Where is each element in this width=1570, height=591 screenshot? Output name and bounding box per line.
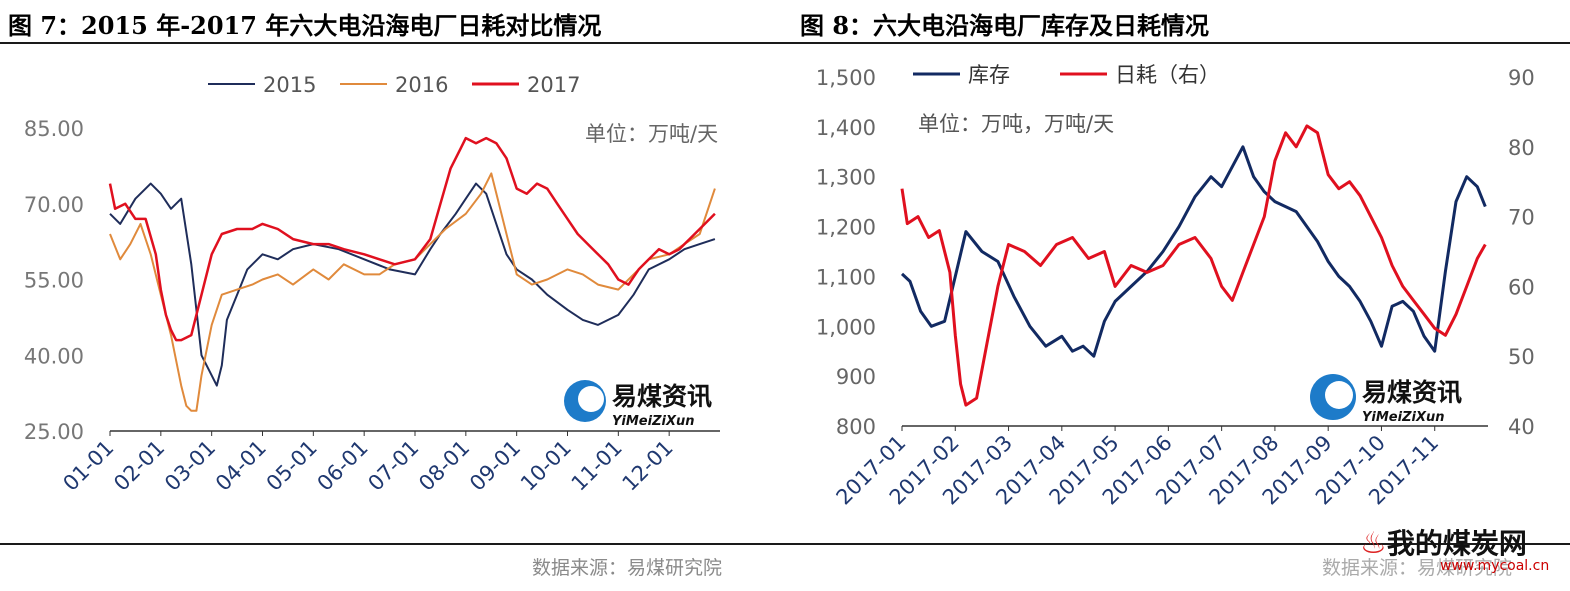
left-y-tick-label: 40.00 xyxy=(24,344,84,368)
right-x-axis: 2017-012017-022017-032017-042017-052017-… xyxy=(832,425,1488,510)
top-rule xyxy=(0,42,1570,44)
flame-icon: ♨ xyxy=(1360,526,1387,561)
right-unit-label: 单位：万吨，万吨/天 xyxy=(918,112,1114,136)
right-y-right-tick-label: 80 xyxy=(1508,136,1535,160)
right-legend: 库存 日耗（右） xyxy=(913,63,1220,87)
right-y-left-tick-label: 1,400 xyxy=(816,116,876,140)
right-chart: 800 900 1,000 1,100 1,200 1,300 1,400 1,500 40 5… xyxy=(816,63,1535,510)
right-logo: 易煤资讯 YiMeiZiXun xyxy=(1310,374,1462,425)
legend-label-inventory: 库存 xyxy=(968,63,1010,87)
left-x-tick-label: 03-01 xyxy=(160,436,220,496)
right-y-left-tick-label: 800 xyxy=(836,415,876,439)
left-x-tick-label: 08-01 xyxy=(414,436,474,496)
left-y-tick-label: 25.00 xyxy=(24,420,84,444)
left-chart: 25.00 40.00 55.00 70.00 85.00 01-0102-0103-0… xyxy=(24,73,720,496)
right-y-left-tick-label: 1,000 xyxy=(816,315,876,339)
left-y-tick-label: 85.00 xyxy=(24,117,84,141)
left-unit-label: 单位：万吨/天 xyxy=(585,122,718,146)
left-lines xyxy=(108,136,716,412)
right-y-right-tick-label: 60 xyxy=(1508,275,1535,299)
right-left-y-axis: 800 900 1,000 1,100 1,200 1,300 1,400 1,500 xyxy=(816,66,876,439)
left-series-line-2016 xyxy=(109,172,716,412)
left-y-tick-label: 70.00 xyxy=(24,193,84,217)
watermark-url: www.mycoal.cn xyxy=(1440,558,1550,574)
left-x-tick-label: 07-01 xyxy=(363,436,423,496)
right-logo-text: 易煤资讯 xyxy=(1362,378,1462,407)
legend-label-2017: 2017 xyxy=(527,73,580,97)
left-x-tick-label: 09-01 xyxy=(465,436,525,496)
right-logo-subtext: YiMeiZiXun xyxy=(1362,410,1445,425)
right-y-right-tick-label: 70 xyxy=(1508,206,1535,230)
legend-label-consumption: 日耗（右） xyxy=(1115,63,1220,87)
right-y-left-tick-label: 1,500 xyxy=(816,66,876,90)
left-y-tick-label: 55.00 xyxy=(24,269,84,293)
legend-label-2015: 2015 xyxy=(263,73,316,97)
left-x-tick-label: 10-01 xyxy=(516,436,576,496)
left-x-tick-label: 06-01 xyxy=(313,436,373,496)
left-x-tick-label: 12-01 xyxy=(618,436,678,496)
left-legend: 2015 2016 2017 xyxy=(208,73,580,97)
left-source: 数据来源：易煤研究院 xyxy=(532,557,723,579)
right-y-left-tick-label: 1,200 xyxy=(816,216,876,240)
right-series-line-consumption xyxy=(900,124,1487,407)
left-y-axis: 25.00 40.00 55.00 70.00 85.00 xyxy=(24,117,84,444)
right-y-left-tick-label: 1,300 xyxy=(816,166,876,190)
right-figure-title: 图 8：六大电沿海电厂库存及日耗情况 xyxy=(800,11,1210,40)
left-x-axis: 01-0102-0103-0104-0105-0106-0107-0108-01… xyxy=(58,430,720,496)
legend-label-2016: 2016 xyxy=(395,73,448,97)
left-logo: 易煤资讯 YiMeiZiXun xyxy=(564,380,712,429)
right-y-right-tick-label: 40 xyxy=(1508,415,1535,439)
right-series-line-inventory xyxy=(900,145,1487,358)
left-logo-text: 易煤资讯 xyxy=(612,382,712,411)
left-x-tick-label: 04-01 xyxy=(211,436,271,496)
right-y-left-tick-label: 1,100 xyxy=(816,265,876,289)
left-logo-subtext: YiMeiZiXun xyxy=(612,414,695,429)
left-x-tick-label: 01-01 xyxy=(58,436,118,496)
left-x-tick-label: 11-01 xyxy=(567,436,627,496)
right-y-right-tick-label: 90 xyxy=(1508,66,1535,90)
left-series-line-2015 xyxy=(109,182,716,387)
right-source: 数据来源：易煤研究院 xyxy=(1322,557,1513,579)
right-y-right-tick-label: 50 xyxy=(1508,345,1535,369)
bottom-rule xyxy=(0,543,1570,545)
left-series-line-2017 xyxy=(108,136,716,342)
left-x-tick-label: 02-01 xyxy=(109,436,169,496)
left-figure-title: 图 7：2015 年-2017 年六大电沿海电厂日耗对比情况 xyxy=(8,11,602,40)
right-right-y-axis: 40 50 60 70 80 90 xyxy=(1508,66,1535,439)
watermark-text: ♨我的煤炭网 xyxy=(1360,526,1527,561)
left-x-tick-label: 05-01 xyxy=(262,436,322,496)
right-lines xyxy=(900,124,1487,407)
right-y-left-tick-label: 900 xyxy=(836,365,876,389)
